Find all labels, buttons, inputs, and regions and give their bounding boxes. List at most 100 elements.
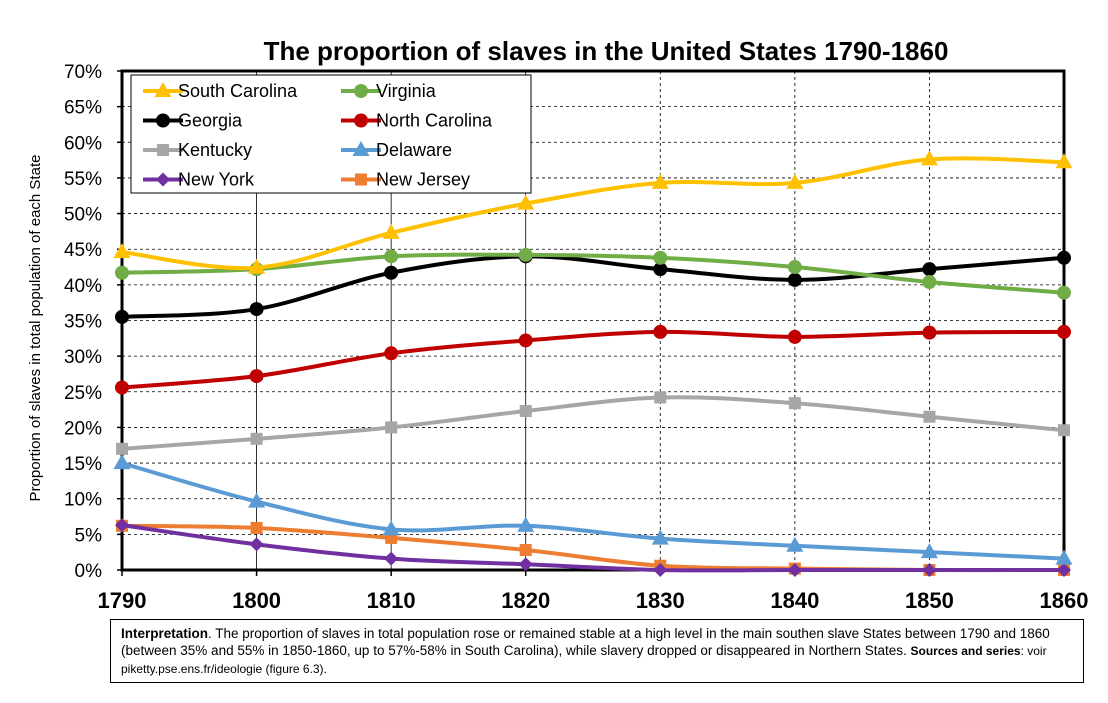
y-tick-label: 25% (64, 383, 102, 404)
series-line-north-carolina (121, 329, 1065, 390)
legend-box (130, 74, 532, 194)
data-point-georgia (384, 265, 399, 280)
legend-marker-georgia (156, 113, 170, 128)
series-kentucky (116, 391, 1070, 455)
x-tick-label: 1830 (636, 588, 685, 613)
legend-label-kentucky: Kentucky (178, 140, 252, 160)
x-tick-label: 1820 (501, 588, 550, 613)
series-south-carolina (113, 150, 1073, 274)
data-point-delaware (651, 529, 669, 545)
data-point-virginia (653, 250, 668, 265)
data-point-kentucky (250, 432, 263, 445)
data-point-virginia (518, 247, 533, 262)
legend-marker-virginia (354, 84, 368, 98)
data-point-new-york (115, 518, 129, 533)
y-tick-label: 0% (75, 561, 103, 582)
data-point-delaware (920, 543, 938, 559)
data-point-new-york (518, 557, 533, 572)
legend-label-new-york: New York (178, 170, 255, 190)
y-tick-label: 70% (64, 62, 102, 83)
data-point-new-york (787, 563, 802, 577)
data-point-new-york (922, 563, 937, 577)
data-point-kentucky (116, 442, 128, 455)
data-point-kentucky (385, 421, 398, 434)
series-line-delaware (121, 461, 1065, 561)
data-point-georgia (787, 272, 802, 287)
data-point-north-carolina (787, 329, 802, 344)
data-point-georgia (115, 309, 129, 324)
data-point-virginia (115, 265, 129, 280)
data-point-south-carolina (113, 243, 131, 259)
y-tick-label: 65% (64, 98, 102, 119)
data-point-virginia (384, 249, 399, 264)
data-point-new-york (1057, 563, 1071, 577)
series-delaware (113, 454, 1073, 565)
data-point-south-carolina (651, 173, 669, 189)
legend-label-delaware: Delaware (376, 140, 452, 160)
data-point-south-carolina (786, 173, 804, 189)
data-point-delaware (786, 536, 804, 552)
y-tick-label: 5% (75, 525, 103, 546)
legend-marker-south-carolina (154, 82, 172, 97)
data-point-new-york (384, 551, 399, 566)
y-tick-label: 15% (64, 454, 102, 475)
y-tick-label: 40% (64, 276, 102, 297)
data-point-delaware (1055, 549, 1073, 565)
legend-label-virginia: Virginia (376, 81, 437, 101)
series-line-georgia (121, 254, 1065, 319)
data-point-south-carolina (517, 194, 535, 210)
y-tick-label: 45% (64, 240, 102, 261)
sources-text: : voir piketty.pse.ens.fr/ideologie (fig… (121, 644, 1047, 676)
data-point-delaware (517, 516, 535, 532)
data-point-delaware (382, 520, 400, 536)
data-point-kentucky (788, 397, 801, 410)
legend-label-georgia: Georgia (178, 111, 243, 131)
x-tick-label: 1860 (1040, 588, 1089, 613)
interpretation-note: Interpretation. The proportion of slaves… (110, 619, 1084, 683)
data-point-kentucky (519, 405, 532, 418)
data-point-new-york (249, 537, 264, 552)
y-tick-label: 35% (64, 312, 102, 333)
y-tick-label: 55% (64, 169, 102, 190)
data-point-south-carolina (248, 258, 266, 274)
legend-label-north-carolina: North Carolina (376, 111, 493, 131)
legend: South Carolina Virginia Georgia North Carol… (130, 74, 532, 194)
series-new-york (115, 518, 1071, 577)
data-point-new-jersey (250, 521, 263, 534)
data-point-south-carolina (382, 223, 400, 239)
data-point-virginia (787, 260, 802, 275)
interpretation-text: . The proportion of slaves in total popu… (121, 626, 1050, 658)
data-point-north-carolina (1057, 324, 1071, 339)
y-tick-label: 30% (64, 347, 102, 368)
data-point-new-jersey (519, 544, 532, 557)
series-north-carolina (115, 324, 1071, 395)
data-point-north-carolina (922, 325, 937, 340)
series-line-new-york (121, 523, 1064, 573)
x-tick-label: 1800 (232, 588, 281, 613)
legend-marker-kentucky (157, 144, 169, 156)
y-axis-label: Proportion of slaves in total population… (27, 155, 44, 502)
series-line-virginia (121, 252, 1065, 295)
gridlines (122, 71, 1064, 570)
data-point-georgia (1057, 250, 1071, 265)
data-point-kentucky (654, 391, 667, 404)
interpretation-label: Interpretation (121, 626, 209, 641)
data-point-new-york (653, 563, 668, 577)
data-point-georgia (249, 302, 264, 317)
x-tick-label: 1810 (367, 588, 416, 613)
line-chart: The proportion of slaves in the United S… (27, 36, 1089, 613)
data-point-south-carolina (920, 150, 938, 166)
y-tick-label: 60% (64, 133, 102, 154)
data-point-south-carolina (1055, 153, 1073, 169)
data-point-kentucky (1058, 424, 1070, 437)
data-point-georgia (922, 262, 937, 277)
data-point-virginia (922, 275, 937, 290)
data-point-north-carolina (653, 324, 668, 339)
y-tick-label: 20% (64, 418, 102, 439)
axes: 0% 5% 10% 15% 20% 25% 30% 35% 40% 45% 50% 55% 60% 65%… (64, 62, 1089, 613)
sources-label: Sources and series (910, 644, 1021, 658)
legend-marker-north-carolina (354, 113, 368, 128)
data-point-georgia (653, 262, 668, 277)
series-line-south-carolina (121, 156, 1065, 271)
x-tick-label: 1840 (770, 588, 819, 613)
